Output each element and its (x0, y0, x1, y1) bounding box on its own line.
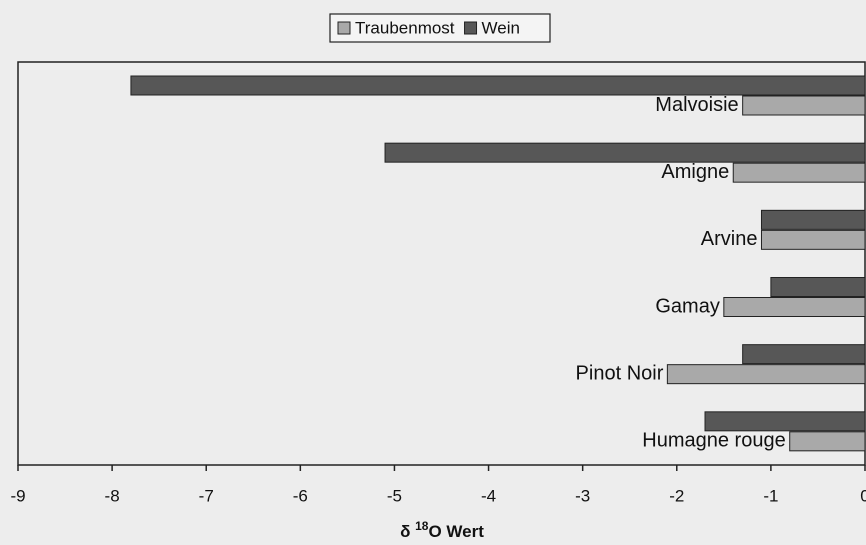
legend-box (329, 13, 551, 43)
bar (723, 297, 866, 317)
x-label-sup: 18 (415, 519, 429, 533)
x-tick-label: -1 (763, 486, 778, 505)
x-tick-label: -4 (481, 486, 496, 505)
x-tick-label: -5 (387, 486, 402, 505)
bar (742, 95, 866, 116)
bar (666, 364, 866, 385)
bar (384, 142, 866, 163)
category-label: Gamay (655, 295, 719, 317)
x-tick-label: -2 (669, 486, 684, 505)
x-tick-label: -3 (575, 486, 590, 505)
bar (742, 344, 866, 365)
bar (760, 229, 866, 250)
x-label-symbol: δ (400, 522, 410, 541)
plot-frame (17, 61, 866, 466)
legend-label: Traubenmost (355, 18, 455, 37)
bar (789, 431, 866, 452)
x-tick-label: -9 (10, 486, 25, 505)
bar (732, 162, 866, 183)
x-tick-label: -6 (293, 486, 308, 505)
bar (760, 209, 866, 230)
x-tick-label: 0 (860, 486, 866, 505)
category-label: Amigne (661, 161, 729, 183)
bar (704, 411, 866, 432)
x-axis-label: δ 18O Wert (400, 519, 484, 541)
category-label: Arvine (701, 228, 758, 250)
legend-swatch (337, 21, 351, 35)
legend-label: Wein (482, 18, 520, 37)
bar (130, 75, 866, 96)
x-tick-label: -8 (105, 486, 120, 505)
category-label: Malvoisie (655, 94, 738, 116)
category-label: Humagne rouge (642, 430, 785, 452)
category-label: Pinot Noir (576, 362, 664, 384)
x-tick-label: -7 (199, 486, 214, 505)
x-label-main: O Wert (428, 522, 484, 541)
bar (770, 277, 866, 297)
legend-swatch (464, 21, 478, 35)
